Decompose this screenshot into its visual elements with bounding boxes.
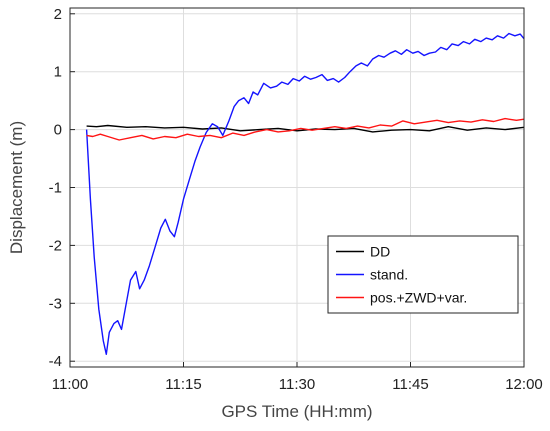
- y-tick-label: -3: [49, 295, 62, 312]
- x-tick-label: 11:15: [165, 376, 201, 393]
- y-tick-label: 2: [54, 6, 62, 23]
- y-tick-label: -2: [49, 237, 62, 254]
- y-axis-label: Displacement (m): [7, 121, 26, 254]
- x-tick-label: 11:45: [392, 376, 428, 393]
- ticks: 11:00 11:15 11:30 11:45 12:00 2 1 0 -1 -2 -3 -4: [49, 6, 543, 393]
- legend: DD stand. pos.+ZWD+var.: [327, 235, 519, 314]
- y-tick-label: -1: [49, 180, 62, 197]
- series-line-1: [85, 32, 525, 355]
- legend-label-2: pos.+ZWD+var.: [370, 290, 467, 306]
- y-tick-label: 1: [54, 64, 62, 81]
- series-line-2: [86, 117, 525, 141]
- y-tick-label: 0: [54, 122, 62, 139]
- x-tick-label: 12:00: [505, 376, 543, 393]
- x-axis-label: GPS Time (HH:mm): [221, 402, 372, 421]
- series-line-0: [86, 124, 525, 133]
- x-tick-label: 11:00: [52, 376, 88, 393]
- legend-label-0: DD: [370, 244, 390, 260]
- x-tick-label: 11:30: [279, 376, 315, 393]
- legend-label-1: stand.: [370, 267, 408, 283]
- y-tick-label: -4: [49, 353, 62, 370]
- series-group: [85, 32, 525, 355]
